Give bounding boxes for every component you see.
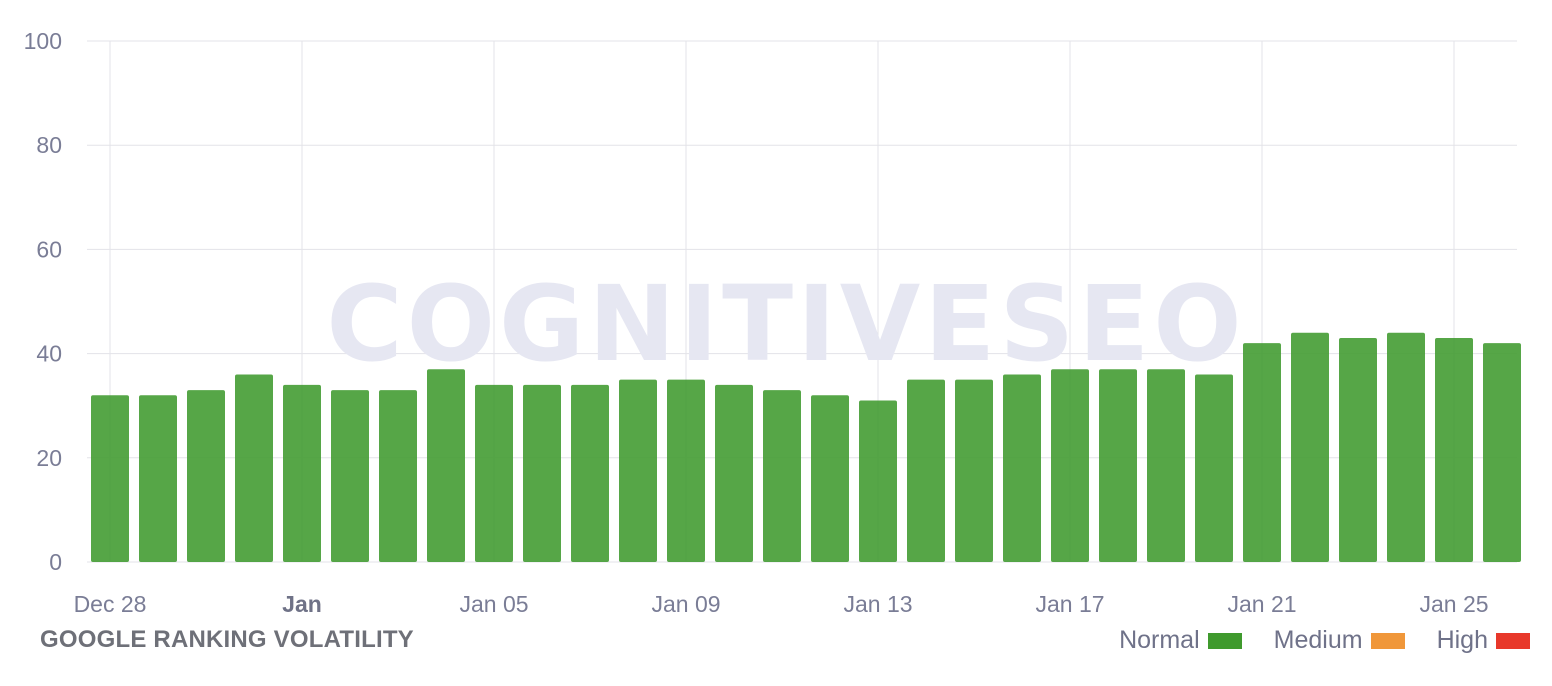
bar-jan-09[interactable] bbox=[667, 379, 705, 562]
x-tick-label: Jan 09 bbox=[651, 591, 720, 617]
bar-dec-31[interactable] bbox=[235, 374, 273, 562]
legend-label-medium: Medium bbox=[1273, 626, 1363, 654]
bar-jan-14[interactable] bbox=[907, 379, 945, 562]
x-tick-label: Jan 25 bbox=[1419, 591, 1488, 617]
x-tick-label: Dec 28 bbox=[74, 591, 147, 617]
legend-label-high: High bbox=[1436, 626, 1488, 654]
x-tick-label: Jan 13 bbox=[843, 591, 912, 617]
bar-jan-22[interactable] bbox=[1291, 332, 1329, 562]
bar-jan-24[interactable] bbox=[1387, 332, 1425, 562]
bar-jan-25[interactable] bbox=[1435, 337, 1473, 562]
x-tick-label: Jan 21 bbox=[1227, 591, 1296, 617]
legend-item-high[interactable]: High bbox=[1437, 626, 1530, 655]
bar-jan-11[interactable] bbox=[763, 390, 801, 562]
y-tick-label: 80 bbox=[36, 132, 62, 158]
x-tick-label: Jan 05 bbox=[459, 591, 528, 617]
bar-dec-28[interactable] bbox=[91, 395, 129, 562]
bar-jan-17[interactable] bbox=[1051, 369, 1089, 562]
y-tick-label: 20 bbox=[36, 445, 62, 471]
x-tick-label: Jan bbox=[282, 591, 322, 617]
bar-jan-04[interactable] bbox=[427, 369, 465, 562]
bar-jan-16[interactable] bbox=[1003, 374, 1041, 562]
legend-label-normal: Normal bbox=[1119, 626, 1200, 654]
y-tick-label: 60 bbox=[36, 236, 62, 262]
bar-jan-07[interactable] bbox=[571, 384, 609, 562]
bar-jan-15[interactable] bbox=[955, 379, 993, 562]
bar-jan-23[interactable] bbox=[1339, 337, 1377, 562]
bar-dec-29[interactable] bbox=[139, 395, 177, 562]
volatility-chart: COGNITIVESEO 0 20 40 60 80 100 Dec 28 Jan Jan 0… bbox=[24, 28, 1521, 617]
legend-swatch-medium bbox=[1370, 632, 1405, 649]
x-tick-label: Jan 17 bbox=[1035, 591, 1104, 617]
y-tick-label: 40 bbox=[36, 341, 62, 367]
bar-jan-10[interactable] bbox=[715, 384, 753, 562]
bar-jan-21[interactable] bbox=[1243, 343, 1281, 562]
bar-jan-19[interactable] bbox=[1147, 369, 1185, 562]
chart-title: GOOGLE RANKING VOLATILITY bbox=[40, 626, 414, 653]
bar-jan-05[interactable] bbox=[475, 384, 513, 562]
bar-jan-08[interactable] bbox=[619, 379, 657, 562]
chart-legend: Normal Medium High bbox=[1119, 626, 1530, 655]
bar-dec-30[interactable] bbox=[187, 390, 225, 562]
legend-swatch-high bbox=[1496, 632, 1530, 649]
bar-jan-26[interactable] bbox=[1483, 343, 1521, 562]
bar-jan-03[interactable] bbox=[379, 390, 417, 562]
bar-jan-02[interactable] bbox=[331, 390, 369, 562]
y-tick-label: 100 bbox=[24, 28, 62, 54]
bar-jan-06[interactable] bbox=[523, 384, 561, 562]
watermark-text: COGNITIVESEO bbox=[326, 263, 1245, 385]
legend-item-medium[interactable]: Medium bbox=[1274, 626, 1405, 655]
bar-jan-18[interactable] bbox=[1099, 369, 1137, 562]
x-axis-ticks: Dec 28 Jan Jan 05 Jan 09 Jan 13 Jan 17 Jan 21 J… bbox=[74, 591, 1489, 617]
y-axis-ticks: 0 20 40 60 80 100 bbox=[24, 28, 62, 575]
bar-jan[interactable] bbox=[283, 384, 321, 562]
bar-jan-20[interactable] bbox=[1195, 374, 1233, 562]
bar-jan-12[interactable] bbox=[811, 395, 849, 562]
y-tick-label: 0 bbox=[49, 549, 62, 575]
legend-item-normal[interactable]: Normal bbox=[1119, 626, 1242, 655]
bar-jan-13[interactable] bbox=[859, 400, 897, 562]
bar-series bbox=[91, 332, 1521, 562]
legend-swatch-normal bbox=[1207, 632, 1242, 649]
